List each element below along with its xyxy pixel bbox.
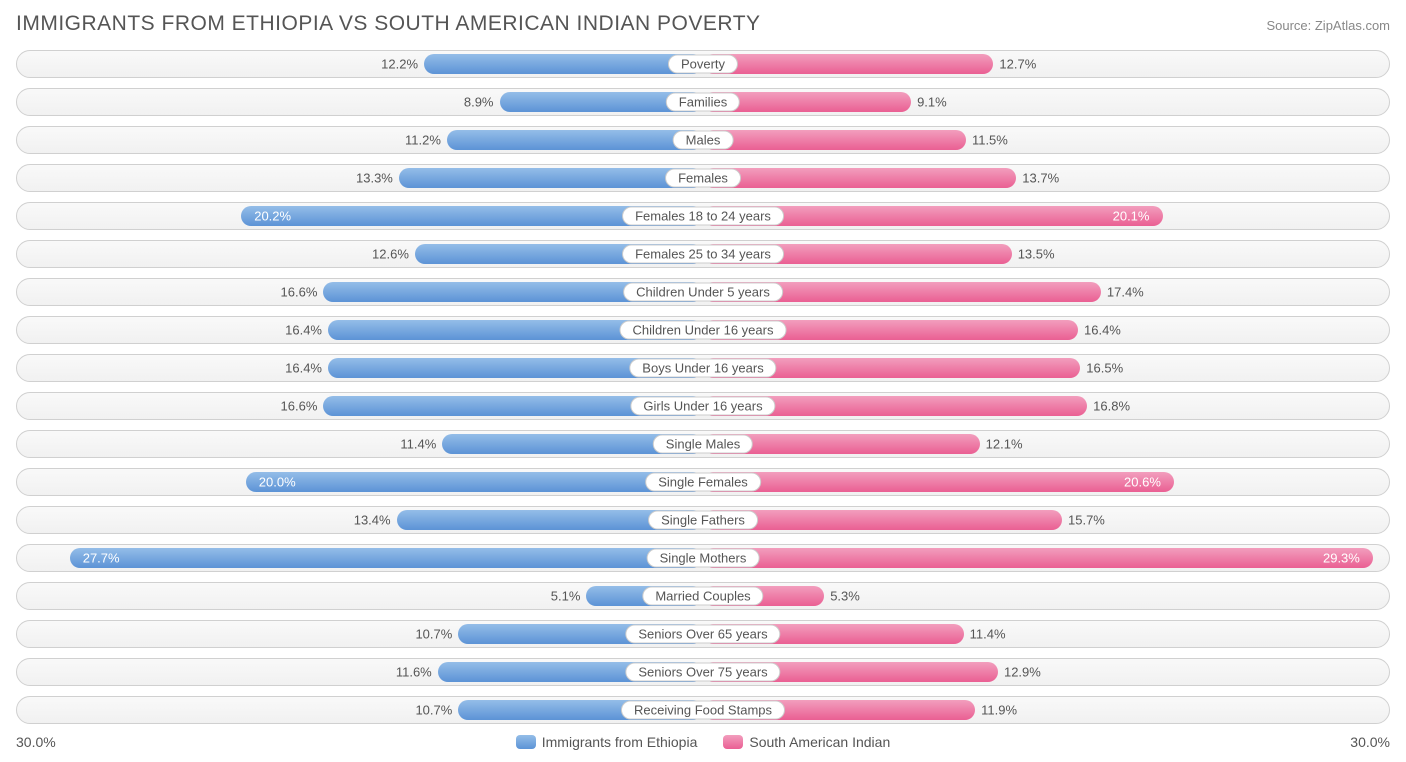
bar-left [424, 54, 703, 74]
value-left: 16.6% [281, 285, 318, 300]
value-right: 5.3% [830, 589, 860, 604]
category-label: Girls Under 16 years [630, 397, 775, 416]
bar-left [447, 130, 703, 150]
value-left: 16.4% [285, 323, 322, 338]
category-label: Receiving Food Stamps [621, 701, 785, 720]
value-right: 12.7% [999, 57, 1036, 72]
value-left: 10.7% [415, 627, 452, 642]
bar-right [703, 548, 1373, 568]
chart-row: 20.2% 20.1% Females 18 to 24 years [16, 202, 1390, 230]
chart-row: 5.1% 5.3% Married Couples [16, 582, 1390, 610]
chart-row: 11.4% 12.1% Single Males [16, 430, 1390, 458]
value-right: 12.9% [1004, 665, 1041, 680]
value-left: 5.1% [551, 589, 581, 604]
legend-item-right: South American Indian [723, 734, 890, 750]
category-label: Seniors Over 65 years [625, 625, 780, 644]
bar-left [246, 472, 703, 492]
value-right: 11.4% [970, 627, 1006, 642]
bar-right [703, 168, 1016, 188]
chart-row: 8.9% 9.1% Families [16, 88, 1390, 116]
legend-swatch-right [723, 735, 743, 749]
value-left: 27.7% [83, 551, 120, 566]
category-label: Poverty [668, 55, 738, 74]
category-label: Females 18 to 24 years [622, 207, 784, 226]
chart-row: 13.3% 13.7% Females [16, 164, 1390, 192]
axis-max-right: 30.0% [1330, 734, 1390, 750]
value-right: 29.3% [1323, 551, 1360, 566]
category-label: Single Males [653, 435, 753, 454]
chart-row: 20.0% 20.6% Single Females [16, 468, 1390, 496]
chart-row: 12.2% 12.7% Poverty [16, 50, 1390, 78]
value-left: 11.6% [396, 665, 432, 680]
chart-row: 12.6% 13.5% Females 25 to 34 years [16, 240, 1390, 268]
value-right: 12.1% [986, 437, 1023, 452]
value-right: 20.1% [1113, 209, 1150, 224]
value-left: 13.3% [356, 171, 393, 186]
value-left: 16.4% [285, 361, 322, 376]
value-right: 16.8% [1093, 399, 1130, 414]
chart-row: 16.4% 16.5% Boys Under 16 years [16, 354, 1390, 382]
bar-right [703, 472, 1174, 492]
chart-row: 10.7% 11.9% Receiving Food Stamps [16, 696, 1390, 724]
category-label: Boys Under 16 years [629, 359, 776, 378]
chart-header: IMMIGRANTS FROM ETHIOPIA VS SOUTH AMERIC… [16, 12, 1390, 36]
category-label: Females 25 to 34 years [622, 245, 784, 264]
category-label: Children Under 5 years [623, 283, 783, 302]
value-left: 11.2% [405, 133, 441, 148]
legend-swatch-left [516, 735, 536, 749]
value-left: 8.9% [464, 95, 494, 110]
value-right: 20.6% [1124, 475, 1161, 490]
chart-row: 13.4% 15.7% Single Fathers [16, 506, 1390, 534]
chart-row: 11.2% 11.5% Males [16, 126, 1390, 154]
chart-row: 10.7% 11.4% Seniors Over 65 years [16, 620, 1390, 648]
value-left: 16.6% [281, 399, 318, 414]
category-label: Married Couples [642, 587, 763, 606]
value-right: 9.1% [917, 95, 947, 110]
bar-left [70, 548, 703, 568]
value-left: 12.6% [372, 247, 409, 262]
value-left: 11.4% [400, 437, 436, 452]
legend-item-left: Immigrants from Ethiopia [516, 734, 698, 750]
category-label: Single Fathers [648, 511, 758, 530]
value-left: 20.0% [259, 475, 296, 490]
chart-title: IMMIGRANTS FROM ETHIOPIA VS SOUTH AMERIC… [16, 12, 761, 36]
chart-row: 16.6% 16.8% Girls Under 16 years [16, 392, 1390, 420]
bar-left [399, 168, 703, 188]
category-label: Seniors Over 75 years [625, 663, 780, 682]
category-label: Single Females [645, 473, 761, 492]
butterfly-chart: 12.2%12.7%Poverty8.9%9.1%Families11.2%11… [16, 50, 1390, 724]
bar-right [703, 54, 993, 74]
legend-label-right: South American Indian [749, 734, 890, 750]
value-left: 12.2% [381, 57, 418, 72]
category-label: Males [673, 131, 734, 150]
category-label: Families [666, 93, 740, 112]
category-label: Children Under 16 years [620, 321, 787, 340]
axis-max-left: 30.0% [16, 734, 76, 750]
legend-label-left: Immigrants from Ethiopia [542, 734, 698, 750]
value-right: 11.9% [981, 703, 1017, 718]
value-left: 13.4% [354, 513, 391, 528]
chart-row: 11.6% 12.9% Seniors Over 75 years [16, 658, 1390, 686]
bar-right [703, 130, 966, 150]
chart-row: 27.7% 29.3% Single Mothers [16, 544, 1390, 572]
legend: Immigrants from Ethiopia South American … [76, 734, 1330, 750]
chart-row: 16.4% 16.4% Children Under 16 years [16, 316, 1390, 344]
value-right: 17.4% [1107, 285, 1144, 300]
category-label: Single Mothers [647, 549, 760, 568]
value-right: 15.7% [1068, 513, 1105, 528]
value-right: 16.4% [1084, 323, 1121, 338]
value-right: 13.5% [1018, 247, 1055, 262]
value-left: 10.7% [415, 703, 452, 718]
value-right: 13.7% [1022, 171, 1059, 186]
chart-row: 16.6% 17.4% Children Under 5 years [16, 278, 1390, 306]
value-left: 20.2% [254, 209, 291, 224]
value-right: 11.5% [972, 133, 1008, 148]
chart-footer: 30.0% Immigrants from Ethiopia South Ame… [16, 734, 1390, 750]
value-right: 16.5% [1086, 361, 1123, 376]
chart-source: Source: ZipAtlas.com [1266, 18, 1390, 33]
category-label: Females [665, 169, 741, 188]
